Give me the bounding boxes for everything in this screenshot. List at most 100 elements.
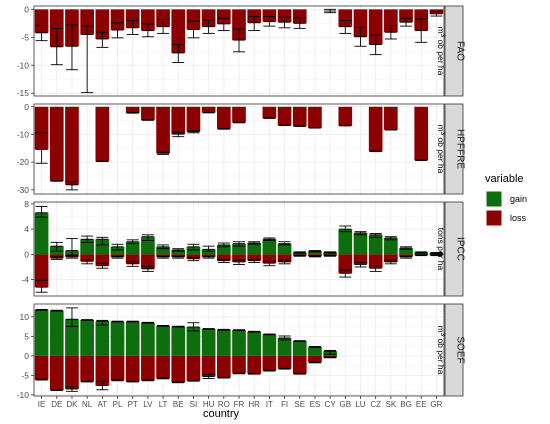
bar-loss-hu — [201, 9, 216, 27]
errorbar-loss-si — [187, 20, 200, 39]
errorbar-gain-es — [308, 250, 321, 253]
errorbar-loss-it — [263, 369, 276, 372]
bar-loss-it — [262, 355, 277, 371]
errorbar-loss-nl — [81, 258, 94, 265]
bar-gain-lt — [156, 325, 170, 356]
errorbar-loss-fr — [233, 372, 245, 375]
bar-gain-at — [95, 321, 110, 356]
x-tick-label-ie: IE — [38, 400, 46, 409]
errorbar-loss-pl — [111, 379, 124, 382]
bar-gain-pl — [110, 321, 125, 356]
strip-background — [444, 103, 464, 195]
errorbar-gain-lu — [354, 231, 367, 236]
bar-gain-at — [95, 239, 110, 255]
errorbar-loss-pl — [111, 255, 124, 259]
bar-gain-fi — [277, 243, 292, 255]
errorbar-loss-pt — [126, 112, 139, 114]
bar-loss-cz — [368, 9, 383, 45]
legend-label-loss: loss — [510, 213, 527, 223]
bar-loss-at — [95, 254, 110, 266]
errorbar-loss-gb — [339, 269, 352, 278]
x-tick-label-ro: RO — [218, 400, 230, 409]
bar-loss-cz — [368, 106, 383, 152]
errorbar-loss-bg — [400, 255, 413, 259]
errorbar-loss-sk — [384, 25, 397, 40]
x-tick-label-pt: PT — [128, 400, 138, 409]
errorbar-loss-fr — [233, 121, 245, 124]
errorbar-loss-ie — [35, 279, 48, 293]
errorbar-loss-hr — [248, 372, 261, 375]
legend-label-gain: gain — [510, 194, 527, 204]
errorbar-gain-si — [187, 322, 200, 332]
bar-gain-lu — [353, 232, 368, 255]
bar-loss-ro — [216, 254, 231, 261]
x-tick-label-bg: BG — [400, 400, 412, 409]
y-tick-label: -10 — [17, 390, 30, 400]
bar-loss-se — [292, 106, 307, 127]
errorbar-loss-hu — [202, 111, 215, 114]
x-tick-label-gr: GR — [430, 400, 442, 409]
y-tick-label: 4 — [24, 224, 29, 234]
x-tick-label-cy: CY — [325, 400, 337, 409]
x-tick-label-at: AT — [98, 400, 108, 409]
errorbar-gain-se — [293, 251, 306, 254]
bar-loss-hu — [201, 254, 216, 257]
errorbar-gain-be — [172, 248, 185, 252]
bar-loss-bg — [399, 254, 413, 257]
errorbar-loss-at — [96, 262, 109, 269]
errorbar-loss-se — [293, 125, 306, 127]
bar-gain-it — [262, 334, 277, 356]
bar-gain-fr — [232, 243, 246, 255]
errorbar-loss-be — [172, 44, 185, 63]
strip-label-soef: SOEF — [455, 336, 466, 363]
bar-loss-it — [262, 106, 277, 119]
strip-background — [444, 303, 464, 397]
errorbar-loss-fi — [278, 16, 291, 29]
bar-loss-de — [49, 254, 64, 259]
panel-soef: 10 5 0 -5 -10 SOEF m3 ob per ha IE DE DK NL AT PL PT L… — [17, 303, 466, 409]
x-tick-label-si: SI — [190, 400, 198, 409]
bar-loss-at — [95, 9, 110, 39]
errorbar-loss-lu — [354, 26, 367, 47]
errorbar-loss-it — [263, 16, 276, 27]
errorbar-gain-fi — [278, 241, 291, 246]
errorbar-gain-lt — [157, 244, 170, 250]
bar-gain-be — [171, 326, 186, 356]
errorbar-loss-ro — [217, 17, 230, 32]
bar-loss-fr — [232, 9, 246, 41]
x-tick-label-cz: CZ — [370, 400, 381, 409]
bar-gain-hr — [247, 331, 262, 356]
errorbar-loss-lv — [141, 119, 154, 121]
errorbar-loss-be — [172, 131, 185, 138]
panel-border — [33, 103, 445, 195]
errorbar-gain-cy — [324, 349, 337, 355]
errorbar-gain-be — [172, 325, 185, 328]
panel-border — [33, 5, 445, 97]
bar-loss-be — [171, 9, 186, 53]
y-tick-label: 5 — [24, 331, 29, 341]
bar-gain-dk — [65, 319, 79, 356]
y-tick-label: -5 — [21, 32, 29, 42]
bar-loss-pt — [125, 355, 140, 382]
errorbar-loss-ee — [415, 18, 428, 43]
bar-gain-fr — [232, 330, 246, 356]
y-tick-label: -5 — [21, 370, 29, 380]
errorbar-loss-fr — [233, 28, 245, 53]
bar-loss-sk — [384, 106, 398, 130]
bar-loss-hu — [201, 355, 216, 377]
errorbar-gain-de — [50, 241, 63, 252]
errorbar-loss-lt — [157, 18, 170, 34]
y-tick-label: 0 — [24, 249, 29, 259]
y-tick-label: 0 — [24, 4, 29, 14]
x-tick-label-nl: NL — [82, 400, 93, 409]
y-tick-label: -10 — [17, 60, 30, 70]
bar-gain-es — [308, 346, 322, 356]
bar-loss-ie — [34, 355, 49, 380]
errorbar-gain-nl — [81, 319, 94, 321]
errorbar-loss-hu — [202, 255, 215, 259]
errorbar-loss-lt — [157, 255, 170, 259]
errorbar-loss-cy — [324, 356, 337, 359]
x-tick-label-ee: EE — [416, 400, 427, 409]
y-tick-label: -30 — [17, 185, 30, 195]
bar-loss-ro — [216, 106, 231, 129]
